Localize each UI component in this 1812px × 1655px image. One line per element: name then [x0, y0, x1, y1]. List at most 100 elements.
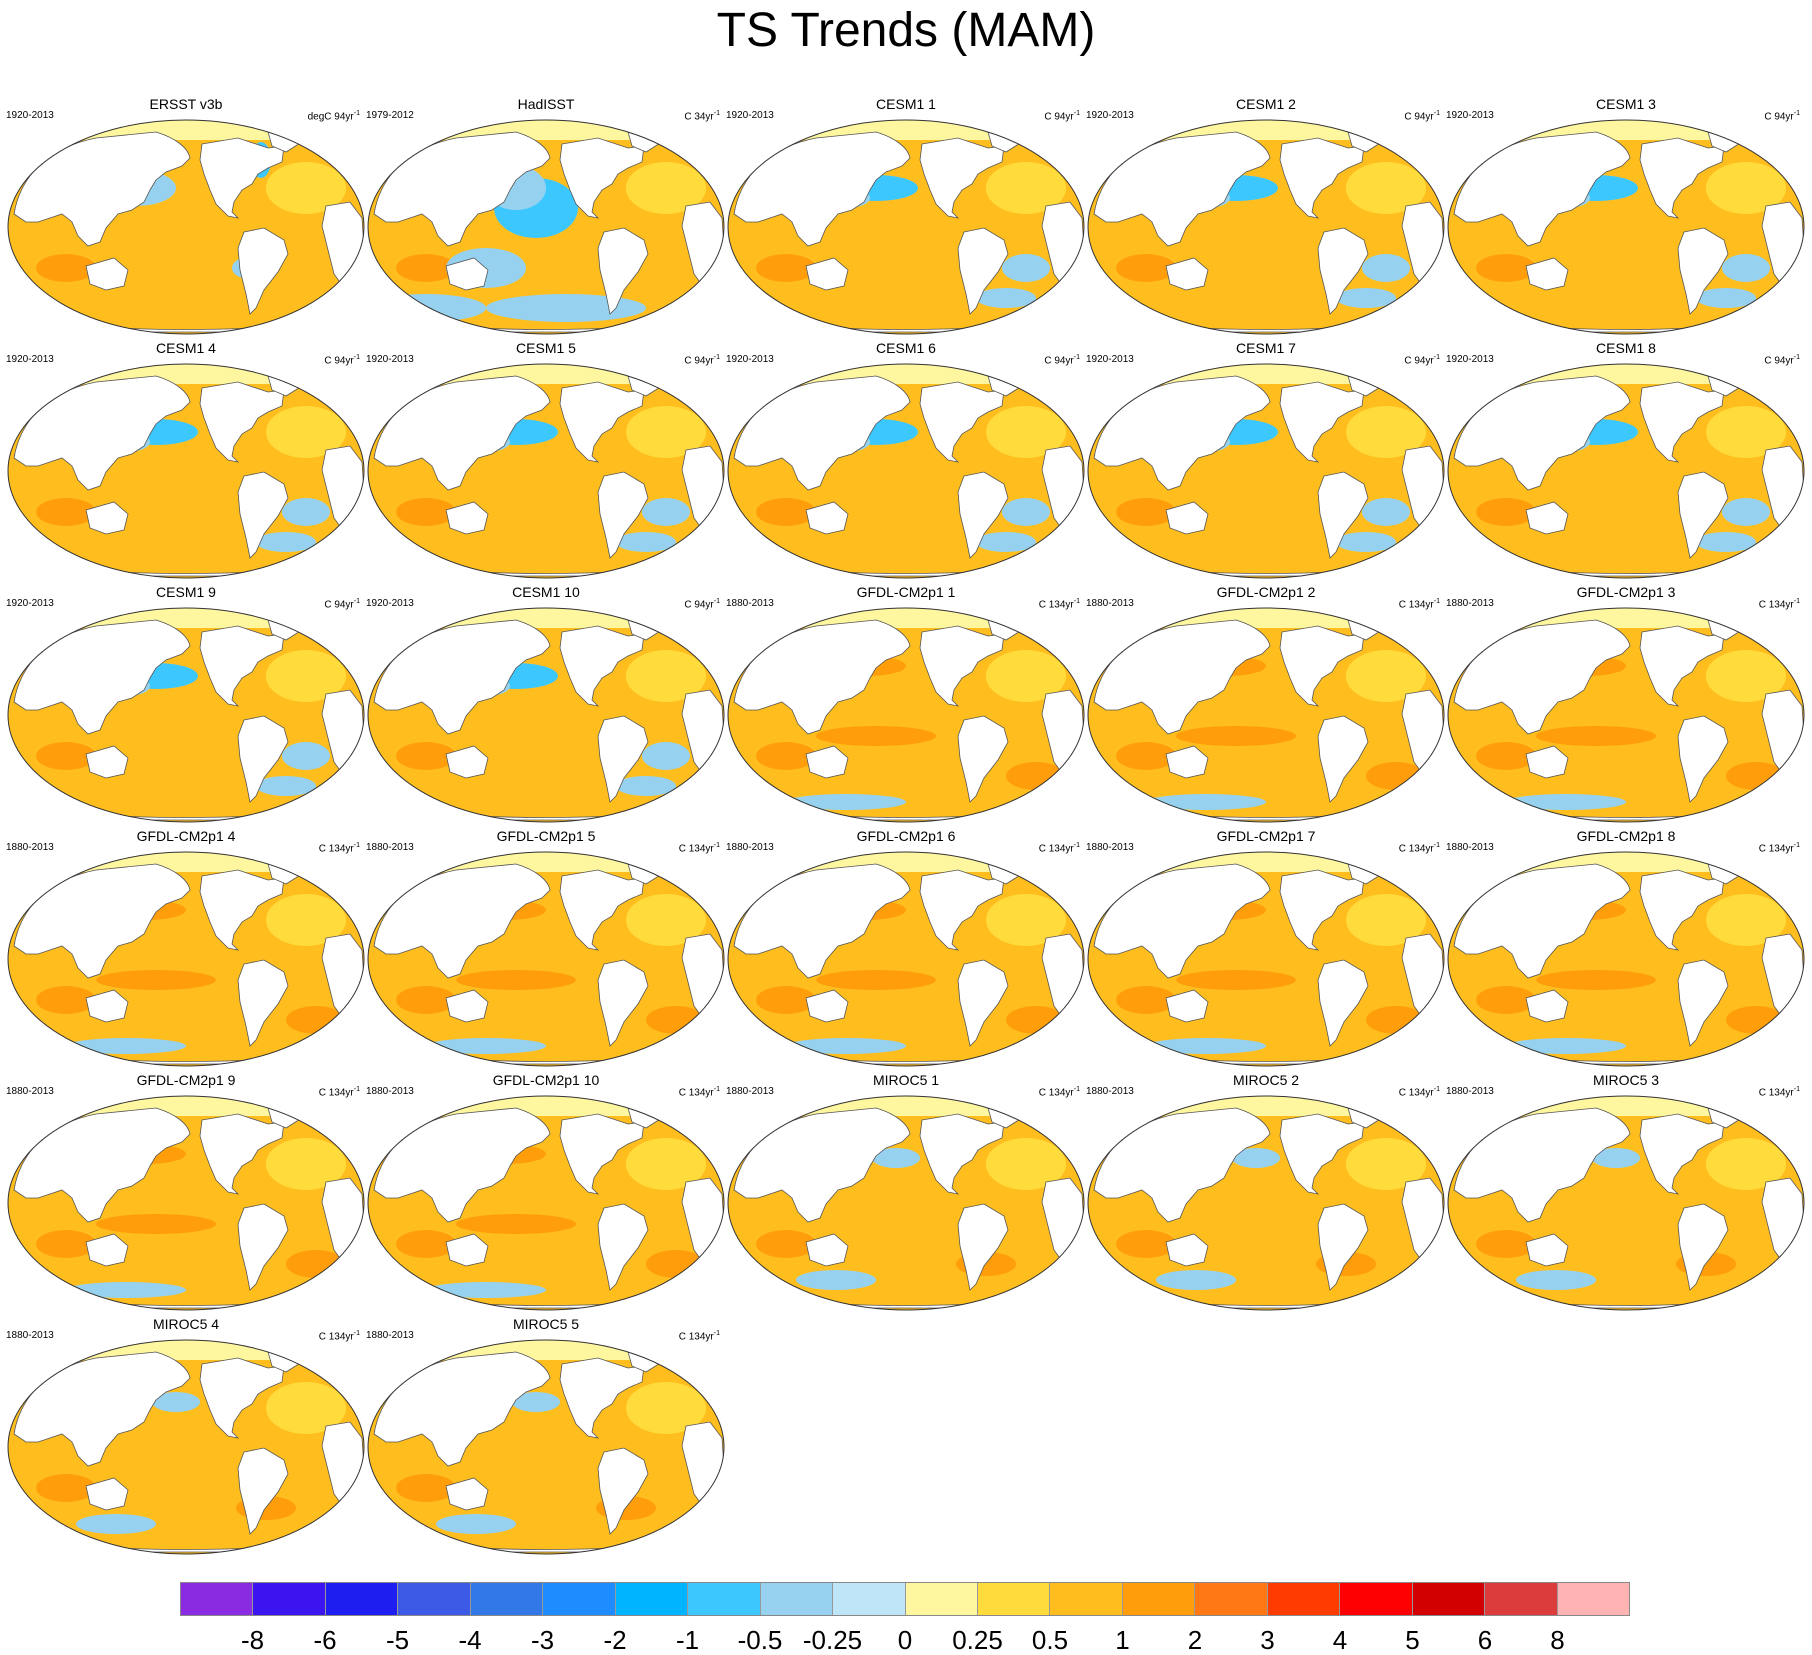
trend-patch — [1232, 1148, 1280, 1168]
colorbar-label: -6 — [313, 1625, 337, 1655]
land-samerica — [597, 1203, 649, 1291]
panel-period: 1920-2013 — [6, 598, 54, 609]
land-samerica — [237, 715, 289, 803]
panel-title: CESM1 8 — [1596, 340, 1656, 356]
panel-unit-text: C 134yr — [1758, 843, 1794, 855]
map-field — [1448, 852, 1804, 1066]
trend-patch — [1476, 986, 1536, 1014]
panel-unit-text: C 94yr — [1404, 111, 1434, 123]
arctic-band — [8, 1340, 364, 1360]
land-samerica — [237, 471, 289, 559]
land-australia — [805, 745, 849, 779]
panel-unit-exponent: -1 — [1433, 842, 1440, 849]
land-australia — [1525, 989, 1569, 1023]
map-border — [367, 607, 725, 823]
panel-unit-text: C 134yr — [1758, 599, 1794, 611]
world-map — [7, 1339, 365, 1555]
panel-unit-text: C 94yr — [684, 599, 714, 611]
panel-unit-text: C 134yr — [678, 843, 714, 855]
colorbar-swatch — [833, 1583, 906, 1615]
trend-patch — [436, 1514, 516, 1534]
world-map — [367, 851, 725, 1067]
colorbar-swatch — [688, 1583, 761, 1615]
panel-unit-exponent: -1 — [1793, 110, 1800, 117]
trend-patch — [1722, 254, 1770, 282]
land-samerica — [957, 227, 1009, 315]
panel-unit-exponent: -1 — [1433, 110, 1440, 117]
world-map — [1447, 1095, 1805, 1311]
panel-period: 1880-2013 — [726, 598, 774, 609]
colorbar-label: 3 — [1260, 1625, 1275, 1655]
map-border — [7, 363, 365, 579]
trend-patch — [616, 776, 676, 796]
trend-patch — [872, 1148, 920, 1168]
panel-unit-text: C 134yr — [1398, 843, 1434, 855]
map-field — [728, 120, 1084, 334]
trend-patch — [426, 1282, 546, 1298]
panel-unit: C 134yr-1 — [1759, 596, 1800, 611]
trend-patch — [1346, 162, 1426, 214]
trend-patch — [986, 650, 1066, 702]
map-panel: CESM1 5 1920-2013 C 94yr-1 — [366, 340, 726, 580]
panel-unit-exponent: -1 — [713, 110, 720, 117]
trend-patch — [1176, 726, 1296, 746]
map-field — [8, 608, 364, 822]
land-australia — [85, 1477, 129, 1511]
map-field — [1088, 364, 1444, 578]
trend-patch — [1346, 650, 1426, 702]
panel-unit-text: C 134yr — [318, 1087, 354, 1099]
arctic-band — [1088, 852, 1444, 872]
panel-title: ERSST v3b — [149, 96, 223, 112]
world-map — [727, 119, 1085, 335]
trend-patch — [486, 294, 646, 322]
panel-unit-text: C 94yr — [1044, 355, 1074, 367]
panel-period: 1880-2013 — [726, 842, 774, 853]
panel-title: GFDL-CM2p1 5 — [496, 828, 596, 844]
colorbar-label: 4 — [1332, 1625, 1348, 1655]
panel-title: GFDL-CM2p1 9 — [136, 1072, 236, 1088]
map-field — [1088, 852, 1444, 1066]
trend-patch — [1536, 970, 1656, 990]
panel-title: MIROC5 4 — [152, 1316, 220, 1332]
map-field — [368, 1340, 724, 1554]
trend-patch — [1156, 1270, 1236, 1290]
panel-unit: C 134yr-1 — [679, 1084, 720, 1099]
colorbar-swatch — [398, 1583, 471, 1615]
map-border — [1087, 607, 1445, 823]
land-samerica — [1677, 715, 1729, 803]
trend-patch — [396, 1474, 456, 1502]
panel-unit-exponent: -1 — [713, 1330, 720, 1337]
panel-unit: C 134yr-1 — [1759, 1084, 1800, 1099]
trend-patch — [512, 1392, 560, 1412]
panel-unit: C 94yr-1 — [1764, 108, 1800, 123]
panel-unit: C 94yr-1 — [1764, 352, 1800, 367]
trend-patch — [1476, 742, 1536, 770]
trend-patch — [1592, 1148, 1640, 1168]
trend-patch — [816, 726, 936, 746]
colorbar-swatch — [1122, 1583, 1196, 1615]
panel-period: 1920-2013 — [6, 110, 54, 121]
map-panel: GFDL-CM2p1 6 1880-2013 C 134yr-1 — [726, 828, 1086, 1068]
panel-period: 1920-2013 — [366, 598, 414, 609]
panel-unit: C 134yr-1 — [679, 1328, 720, 1343]
trend-patch — [1722, 498, 1770, 526]
panel-unit-text: C 134yr — [1038, 599, 1074, 611]
panel-unit: C 134yr-1 — [319, 1084, 360, 1099]
trend-patch — [1696, 288, 1756, 308]
trend-patch — [456, 1214, 576, 1234]
arctic-band — [1088, 120, 1444, 140]
trend-patch — [36, 1474, 96, 1502]
colorbar-label: 0.5 — [1031, 1625, 1069, 1655]
land-samerica — [1317, 227, 1369, 315]
land-australia — [1165, 257, 1209, 291]
land-samerica — [957, 959, 1009, 1047]
trend-patch — [626, 406, 706, 458]
land-australia — [1165, 745, 1209, 779]
panel-unit-text: C 134yr — [318, 1331, 354, 1343]
map-field — [8, 1096, 364, 1310]
panel-unit-exponent: -1 — [713, 842, 720, 849]
panel-unit: C 134yr-1 — [679, 840, 720, 855]
panel-unit: C 94yr-1 — [684, 596, 720, 611]
land-australia — [445, 745, 489, 779]
map-border — [1447, 1095, 1805, 1311]
